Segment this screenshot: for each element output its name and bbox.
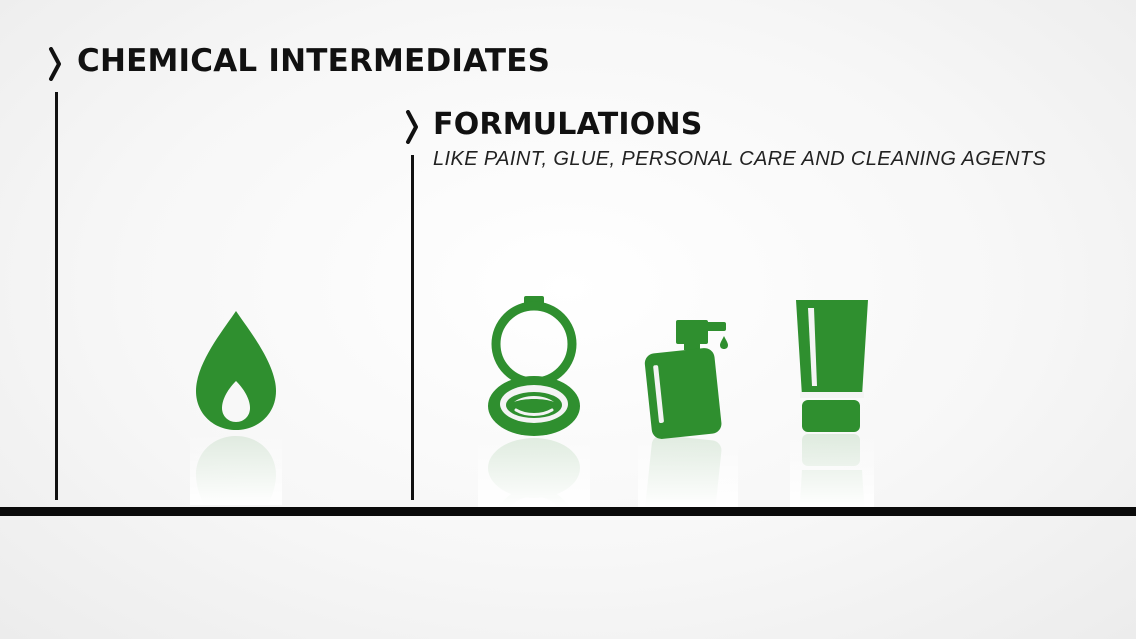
- formulations-subtitle: LIKE PAINT, GLUE, PERSONAL CARE AND CLEA…: [433, 148, 1047, 170]
- ground-line: [0, 507, 1136, 516]
- chemical-intermediates-divider: [55, 92, 58, 500]
- chevron-right-icon: [406, 110, 418, 144]
- chemical-intermediates-title: CHEMICAL INTERMEDIATES: [77, 43, 551, 79]
- cream-tube-icon: [790, 300, 874, 507]
- formulations-title: FORMULATIONS: [433, 107, 703, 142]
- droplet-icon: [190, 311, 282, 505]
- chevron-right-icon: [49, 47, 61, 81]
- compact-mirror-icon: [478, 296, 590, 507]
- pump-bottle-icon: [638, 320, 738, 507]
- formulations-divider: [411, 155, 414, 500]
